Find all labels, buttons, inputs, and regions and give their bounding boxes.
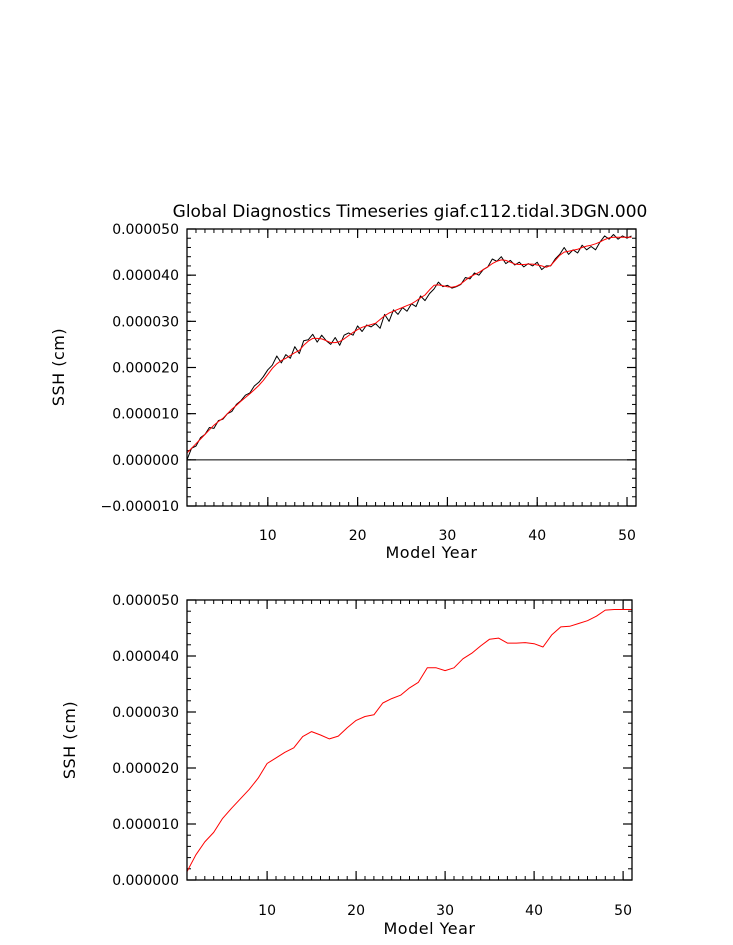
y-tick-label: 0.000000 <box>112 453 179 469</box>
y-tick-label: 0.000030 <box>112 314 179 330</box>
y-tick-label: 0.000020 <box>112 761 179 777</box>
x-tick-label: 30 <box>436 903 454 919</box>
plot-frame <box>186 599 633 881</box>
top-panel: 10 20 30 40 50 −0.000010 0.000000 0.000010 0.000… <box>49 222 637 562</box>
y-tick-label: −0.000010 <box>100 499 179 515</box>
bottom-panel: 10 20 30 40 50 0.000000 0.000010 0.000020 0.0000… <box>60 593 633 938</box>
series-line-0 <box>186 609 632 872</box>
x-tick-label: 20 <box>347 903 365 919</box>
y-tick-label: 0.000050 <box>112 222 179 238</box>
figure-title: Global Diagnostics Timeseries giaf.c112.… <box>173 202 648 222</box>
y-tick-label: 0.000050 <box>112 593 179 609</box>
y-tick-label: 0.000040 <box>112 649 179 665</box>
x-tick-label: 10 <box>259 528 277 544</box>
x-tick-label: 50 <box>614 903 632 919</box>
y-axis-label: SSH (cm) <box>49 328 68 406</box>
y-tick-label: 0.000040 <box>112 268 179 284</box>
plot-frame <box>186 228 637 507</box>
y-axis-label: SSH (cm) <box>60 701 79 779</box>
x-tick-label: 10 <box>258 903 276 919</box>
x-tick-label: 30 <box>439 528 457 544</box>
x-axis-label: Model Year <box>386 543 478 562</box>
x-axis-label: Model Year <box>384 919 476 938</box>
x-tick-label: 40 <box>525 903 543 919</box>
y-tick-label: 0.000020 <box>112 361 179 377</box>
x-tick-label: 50 <box>618 528 636 544</box>
y-tick-label: 0.000030 <box>112 705 179 721</box>
y-tick-label: 0.000010 <box>112 817 179 833</box>
series-line-1 <box>186 236 632 454</box>
x-tick-label: 40 <box>528 528 546 544</box>
y-tick-label: 0.000000 <box>112 873 179 889</box>
x-tick-label: 20 <box>349 528 367 544</box>
y-tick-label: 0.000010 <box>112 407 179 423</box>
series-line-0 <box>186 234 632 460</box>
